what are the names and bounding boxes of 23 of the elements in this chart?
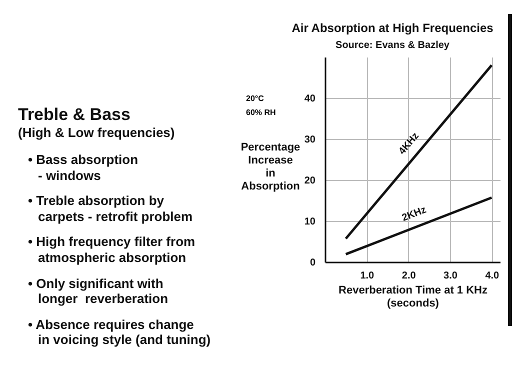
chart-subtitle: Source: Evans & Bazley (336, 40, 450, 51)
y-tick-label: 20 (304, 176, 316, 186)
text: (High & Low frequencies) (18, 125, 176, 140)
text: • Absence requires change in voicing style (and tuning) (28, 316, 212, 348)
text: • Only significant with longer reverberation (28, 276, 170, 307)
x-tick-label: 3.0 (444, 270, 458, 282)
text: 60% RH (246, 107, 276, 120)
text: 20°C (246, 93, 265, 105)
x-tick-label: 2.0 (402, 270, 416, 282)
text: 2KHz (400, 204, 428, 224)
x-tick-label: 1.0 (360, 270, 375, 282)
x-axis-title: Reverberation Time at 1 KHz (seconds) (338, 284, 488, 310)
y-tick-label: 10 (304, 216, 316, 228)
y-tick-label: 40 (304, 94, 316, 104)
x-tick-label: 4.0 (485, 270, 500, 282)
y-tick-label: 30 (304, 134, 316, 146)
text: Treble & Bass (18, 105, 132, 125)
text: • Bass absorption - windows (28, 152, 140, 184)
y-tick-label: 0 (310, 258, 316, 268)
y-axis-title: Percentage Increase in Absorption (240, 142, 300, 192)
chart-title: Air Absorption at High Frequencies (292, 21, 494, 35)
text: • High frequency filter from atmospheric absorption (28, 234, 196, 266)
text: • Treble absorption by carpets - retrofit problem (28, 193, 194, 224)
